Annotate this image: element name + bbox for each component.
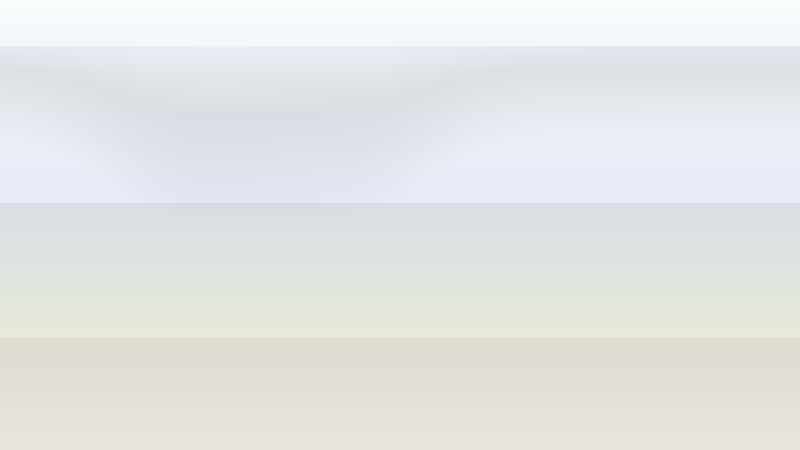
Bar — [357, 246, 398, 321]
Bar — [121, 47, 162, 321]
Bar — [669, 302, 710, 321]
Legend: 2016, 2019: 2016, 2019 — [306, 357, 525, 389]
Bar — [434, 284, 474, 321]
Bar — [551, 275, 592, 321]
Bar — [592, 268, 634, 321]
Bar — [198, 241, 238, 321]
Bar — [80, 103, 121, 321]
Bar — [474, 278, 516, 321]
Bar — [710, 297, 751, 321]
Bar — [315, 260, 357, 321]
Bar — [238, 236, 280, 321]
